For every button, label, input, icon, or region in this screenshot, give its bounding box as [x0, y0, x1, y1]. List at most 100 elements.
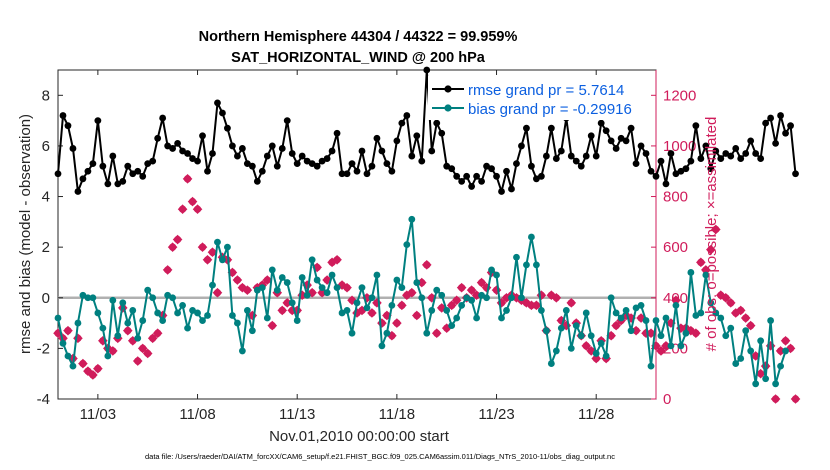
bias-point: [647, 362, 655, 370]
bias-point: [717, 314, 725, 322]
rmse-point: [109, 152, 117, 160]
y-tick-label: 0: [42, 290, 50, 307]
bias-point: [672, 301, 680, 309]
bias-point: [229, 312, 236, 319]
rmse-point: [542, 152, 550, 160]
y-tick-label: 4: [42, 189, 50, 206]
rmse-point: [368, 162, 376, 170]
assimilated-obs-marker: [182, 174, 193, 184]
bias-point: [278, 274, 286, 281]
rmse-point: [458, 177, 466, 185]
bias-point: [607, 294, 615, 302]
bias-point: [667, 342, 675, 350]
bias-point: [637, 301, 645, 309]
bias-point: [74, 319, 82, 327]
bias-point: [627, 327, 635, 335]
bias-point: [772, 380, 779, 388]
data-file-footnote: data file: /Users/raeder/DAI/ATM_forcXX/…: [145, 452, 615, 461]
bias-point: [513, 253, 520, 261]
assimilated-obs-marker: [790, 394, 801, 404]
rmse-point: [577, 162, 585, 170]
rmse-point: [547, 124, 555, 132]
assimilated-obs-marker: [696, 257, 706, 268]
bias-point: [318, 284, 326, 292]
rmse-point: [582, 152, 590, 160]
bias-point: [602, 352, 610, 360]
rmse-point: [478, 177, 485, 185]
assimilated-obs-marker: [531, 300, 542, 311]
bias-point: [612, 309, 620, 317]
rmse-point: [727, 152, 735, 160]
bias-point: [348, 329, 356, 337]
assimilated-obs-marker: [177, 204, 188, 215]
assimilated-obs-marker: [212, 287, 223, 298]
bias-point: [308, 256, 316, 264]
rmse-point: [283, 117, 291, 125]
rmse-point: [69, 145, 77, 152]
rmse-point: [597, 119, 605, 127]
bias-point: [343, 307, 351, 314]
rmse-point: [622, 137, 630, 145]
assimilated-obs-marker: [147, 333, 158, 344]
rmse-point: [433, 119, 441, 127]
bias-point: [353, 299, 361, 307]
assimilated-obs-marker: [780, 335, 791, 346]
bias-point: [224, 243, 231, 251]
bias-point: [258, 284, 266, 292]
assimilated-obs-point: [476, 277, 487, 288]
assimilated-obs-point: [187, 196, 198, 207]
rmse-point: [488, 165, 495, 173]
assimilated-obs-marker: [526, 300, 537, 311]
bias-point: [712, 309, 720, 317]
assimilated-obs-marker: [192, 204, 203, 215]
rmse-point: [468, 183, 476, 190]
bias-point: [234, 319, 241, 327]
bias-point: [542, 327, 550, 335]
bias-point: [697, 309, 705, 317]
rmse-point: [428, 147, 436, 155]
bias-point: [323, 289, 331, 297]
bias-point: [757, 337, 765, 345]
rmse-point: [493, 172, 500, 180]
assimilated-obs-marker: [332, 254, 342, 265]
bias-point: [378, 342, 386, 350]
rmse-point: [388, 167, 396, 175]
rmse-point: [657, 157, 665, 165]
rmse-point: [642, 150, 650, 157]
assimilated-obs-marker: [701, 265, 711, 275]
assimilated-obs-point: [142, 348, 153, 359]
rmse-point: [94, 117, 102, 125]
bias-point: [508, 294, 515, 302]
legend: rmse grand pr = 5.7614 bias grand pr = -…: [428, 76, 648, 120]
assimilated-obs-marker: [142, 348, 153, 359]
bias-point: [453, 314, 461, 322]
rmse-point: [602, 127, 610, 135]
assimilated-obs-marker: [720, 292, 731, 303]
bias-point: [537, 307, 545, 314]
rmse-point: [503, 167, 510, 175]
rmse-point: [552, 155, 560, 162]
rmse-point: [702, 142, 710, 150]
assimilated-obs-point: [531, 300, 542, 311]
rmse-point: [413, 132, 421, 140]
bias-point: [368, 294, 376, 302]
assimilated-obs-point: [790, 394, 801, 404]
bias-point: [652, 317, 660, 324]
assimilated-obs-marker: [745, 320, 756, 331]
assimilated-obs-marker: [162, 265, 173, 275]
rmse-point: [528, 162, 535, 170]
bias-point: [104, 352, 112, 360]
bias-point: [238, 347, 246, 355]
rmse-point: [119, 177, 127, 185]
assimilated-obs-marker: [431, 328, 442, 339]
legend-bias-marker: [444, 104, 452, 112]
bias-point: [642, 317, 650, 324]
bias-point: [762, 375, 770, 383]
rmse-point: [607, 137, 615, 145]
bias-point: [518, 294, 525, 302]
bias-point: [199, 317, 206, 324]
rmse-point: [627, 124, 635, 132]
rmse-point: [363, 170, 371, 178]
rmse-point: [149, 157, 157, 165]
